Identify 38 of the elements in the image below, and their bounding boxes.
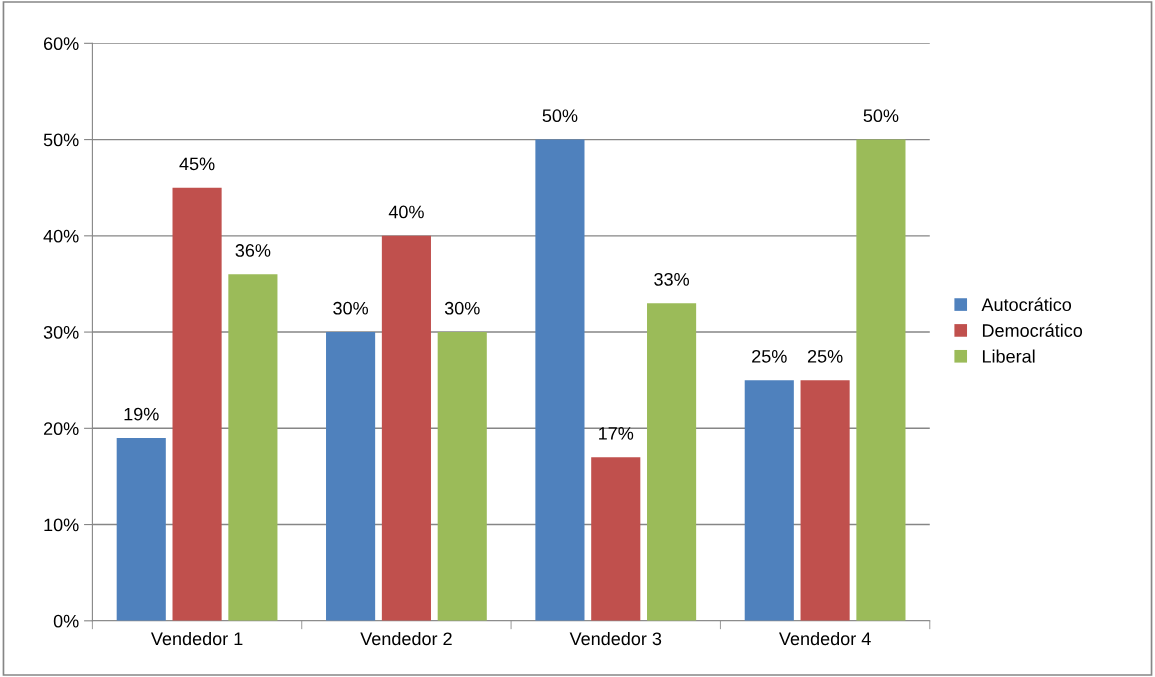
bar — [800, 380, 850, 621]
bar — [744, 380, 794, 621]
y-tick-label: 30% — [43, 326, 79, 339]
bar — [437, 332, 487, 621]
data-label: 50% — [863, 109, 899, 123]
bar — [591, 457, 641, 621]
bar — [856, 139, 906, 621]
bar — [381, 235, 431, 621]
data-label: 40% — [388, 205, 424, 219]
y-tick-label: 40% — [43, 229, 79, 243]
data-label: 19% — [124, 407, 159, 421]
data-label: 33% — [654, 272, 690, 286]
x-tick-label: Vendedor 3 — [569, 631, 662, 646]
data-label: 30% — [444, 301, 480, 315]
y-tick-label: 60% — [43, 37, 79, 51]
x-tick-label: Vendedor 2 — [360, 631, 452, 646]
data-label: 17% — [599, 427, 634, 440]
y-tick-label: 10% — [44, 518, 79, 532]
y-tick-label: 0% — [53, 614, 79, 628]
y-tick-label: 50% — [43, 133, 79, 147]
data-label: 45% — [179, 157, 215, 171]
legend-label: Liberal — [982, 349, 1035, 363]
legend-label: Democrático — [982, 323, 1083, 337]
legend-label: Autocrático — [981, 297, 1072, 312]
data-label: 50% — [542, 109, 578, 123]
bar — [116, 437, 166, 621]
data-label: 30% — [333, 301, 369, 315]
bar — [172, 187, 222, 621]
bar — [535, 139, 585, 621]
y-tick-label: 20% — [43, 422, 79, 436]
bar — [647, 303, 697, 621]
data-label: 25% — [752, 349, 787, 363]
bar — [326, 332, 376, 621]
x-tick-label: Vendedor 1 — [150, 631, 243, 646]
data-label: 25% — [807, 349, 843, 363]
x-tick-label: Vendedor 4 — [779, 631, 871, 646]
data-label: 36% — [235, 244, 271, 257]
bar — [228, 274, 278, 621]
